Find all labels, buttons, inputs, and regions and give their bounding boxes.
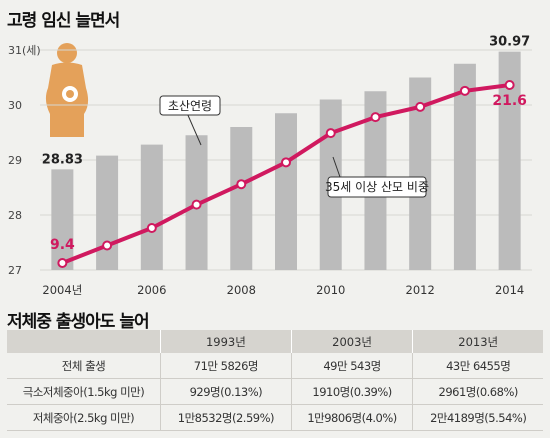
line-point <box>236 179 247 190</box>
table-cell: 71만 5826명 <box>160 353 292 379</box>
bar <box>409 77 432 270</box>
line-point <box>281 157 291 168</box>
table-header-cell: 1993년 <box>160 330 292 353</box>
birth-weight-table: 1993년 2003년 2013년 전체 출생 71만 5826명 49만 54… <box>7 330 543 431</box>
line-point <box>459 85 470 96</box>
table-cell: 1만9806명(4.0%) <box>290 404 413 431</box>
table-row-label: 극소저체중아(1.5kg 미만) <box>7 378 161 405</box>
chart-title: 고령 임신 늘면서 <box>7 11 120 31</box>
line-point <box>504 80 515 90</box>
bar <box>453 63 476 270</box>
y-tick-label: 31(세) <box>8 44 41 57</box>
line-point <box>415 101 426 112</box>
line-data-label: 21.6 <box>492 93 527 109</box>
y-tick-label: 30 <box>8 99 22 112</box>
table-row-label: 저체중아(2.5kg 미만) <box>7 404 161 431</box>
bar <box>140 144 163 270</box>
table-cell: 929명(0.13%) <box>160 378 292 405</box>
bar-data-label: 30.97 <box>489 35 530 50</box>
table-cell: 2만4189명(5.54%) <box>412 404 543 431</box>
bar-data-label: 28.83 <box>42 152 83 167</box>
table-row: 전체 출생 71만 5826명 49만 543명 43만 6455명 <box>7 353 543 379</box>
table-cell: 2961명(0.68%) <box>412 378 543 405</box>
line-point <box>191 199 202 210</box>
table-header-cell: 2003년 <box>290 330 413 353</box>
line-point <box>102 240 113 251</box>
table-row-label: 전체 출생 <box>7 353 161 379</box>
table-header-cell <box>7 330 161 353</box>
table-cell: 49만 543명 <box>290 353 413 379</box>
table-cell: 1910명(0.39%) <box>290 378 413 405</box>
table-header-row: 1993년 2003년 2013년 <box>7 330 543 353</box>
line-point <box>325 128 336 139</box>
table-row: 극소저체중아(1.5kg 미만) 929명(0.13%) 1910명(0.39%… <box>7 378 543 405</box>
y-tick-label: 29 <box>8 154 22 167</box>
x-tick-label: 2014 <box>495 283 524 297</box>
table-row: 저체중아(2.5kg 미만) 1만8532명(2.59%) 1만9806명(4.… <box>7 404 543 431</box>
bar <box>498 51 521 271</box>
x-tick-label: 2012 <box>406 283 435 297</box>
bar <box>230 127 253 270</box>
bar <box>96 155 119 270</box>
bar <box>51 169 74 270</box>
line-point <box>57 258 68 268</box>
table-header-cell: 2013년 <box>412 330 543 353</box>
line-data-label: 9.4 <box>50 237 75 253</box>
x-tick-label: 2008 <box>227 283 256 297</box>
x-tick-label: 2006 <box>137 283 166 297</box>
callout-bar-label: 초산연령 <box>168 99 212 113</box>
x-tick-label: 2004년 <box>42 283 82 297</box>
table-title: 저체중 출생아도 늘어 <box>7 312 150 332</box>
line-point <box>146 222 157 233</box>
callout-bar-series: 초산연령 <box>159 95 221 146</box>
pregnant-woman-icon <box>45 43 89 137</box>
y-tick-label: 28 <box>8 209 22 222</box>
line-point <box>370 112 381 123</box>
table-cell: 1만8532명(2.59%) <box>160 404 292 431</box>
callout-line-series: 35세 이상 산모 비중 <box>325 156 429 198</box>
x-tick-label: 2010 <box>316 283 345 297</box>
bar <box>275 113 297 270</box>
y-tick-label: 27 <box>8 264 22 277</box>
callout-line-label: 35세 이상 산모 비중 <box>325 180 429 194</box>
table-cell: 43만 6455명 <box>412 353 543 379</box>
